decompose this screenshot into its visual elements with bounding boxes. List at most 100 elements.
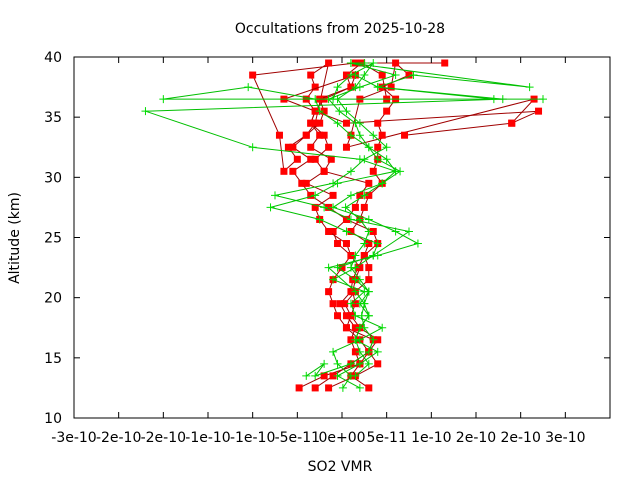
data-point bbox=[351, 119, 360, 128]
data-point bbox=[351, 203, 359, 211]
axis-layer: -3e-10 -2e-10 -2e-10 -1e-10 -1e-10 -5e-110e+0… bbox=[44, 50, 610, 446]
data-point bbox=[355, 83, 364, 92]
data-point bbox=[335, 107, 344, 116]
data-point bbox=[275, 131, 283, 139]
data-point bbox=[355, 347, 364, 356]
data-point bbox=[382, 143, 391, 152]
data-point bbox=[320, 359, 329, 368]
data-point bbox=[364, 143, 373, 152]
data-point bbox=[346, 167, 355, 176]
data-point bbox=[391, 167, 400, 176]
x-tick-label: -5e-11 bbox=[275, 430, 320, 446]
data-point bbox=[271, 191, 279, 200]
data-point bbox=[316, 131, 324, 139]
data-point bbox=[327, 155, 335, 163]
data-point bbox=[295, 384, 303, 392]
data-point bbox=[307, 155, 315, 163]
data-point bbox=[392, 59, 400, 67]
x-tick-label: 3e-10 bbox=[545, 430, 585, 446]
data-point bbox=[351, 324, 359, 332]
data-point bbox=[373, 83, 382, 92]
data-point bbox=[329, 300, 337, 308]
data-point bbox=[374, 143, 382, 151]
data-point bbox=[441, 59, 449, 67]
data-point bbox=[364, 287, 373, 296]
data-point bbox=[360, 239, 369, 248]
data-point bbox=[360, 155, 369, 164]
data-point bbox=[378, 179, 387, 188]
x-tick-label: -2e-10 bbox=[96, 430, 141, 446]
data-point bbox=[311, 95, 320, 104]
data-point bbox=[346, 191, 355, 200]
data-point bbox=[342, 71, 350, 79]
data-point bbox=[329, 227, 337, 235]
data-point bbox=[346, 59, 355, 68]
data-point bbox=[311, 83, 319, 91]
data-point bbox=[365, 384, 373, 392]
data-point bbox=[374, 360, 382, 368]
data-point bbox=[329, 191, 337, 199]
data-point bbox=[346, 71, 355, 80]
data-point bbox=[325, 227, 333, 235]
data-point bbox=[369, 59, 378, 68]
data-point bbox=[373, 239, 382, 248]
data-point bbox=[320, 107, 328, 115]
data-point bbox=[369, 251, 378, 260]
data-point bbox=[311, 155, 319, 163]
data-point bbox=[369, 167, 377, 175]
data-point bbox=[311, 191, 320, 200]
data-point bbox=[329, 179, 338, 188]
data-point bbox=[307, 71, 315, 79]
data-point bbox=[364, 311, 373, 320]
data-point bbox=[141, 107, 150, 116]
data-point bbox=[355, 323, 364, 332]
chart-title: Occultations from 2025-10-28 bbox=[235, 21, 445, 37]
data-point bbox=[346, 131, 355, 140]
data-point bbox=[342, 215, 350, 223]
data-point bbox=[525, 83, 534, 92]
data-point bbox=[329, 275, 338, 284]
data-point bbox=[391, 71, 400, 80]
data-point bbox=[539, 95, 547, 104]
x-tick-label: 2e-10 bbox=[500, 430, 540, 446]
x-tick-label: -1e-10 bbox=[230, 430, 275, 446]
data-point bbox=[365, 191, 373, 199]
data-point bbox=[535, 107, 543, 115]
data-point bbox=[373, 347, 382, 356]
data-point bbox=[342, 143, 350, 151]
x-tick-label: 1e-10 bbox=[411, 430, 451, 446]
x-tick-label: -3e-10 bbox=[51, 430, 96, 446]
data-point bbox=[324, 263, 333, 272]
data-point bbox=[351, 335, 360, 344]
data-point bbox=[365, 179, 373, 187]
data-point bbox=[508, 119, 516, 127]
data-point bbox=[320, 131, 328, 139]
y-tick-label: 15 bbox=[44, 351, 62, 367]
data-point bbox=[346, 299, 355, 308]
data-point bbox=[249, 71, 257, 79]
data-point bbox=[315, 215, 324, 224]
data-point bbox=[364, 359, 373, 368]
data-point bbox=[355, 131, 364, 140]
x-tick-label: 2e-10 bbox=[456, 430, 496, 446]
data-point bbox=[329, 372, 337, 380]
data-point bbox=[302, 371, 311, 380]
data-point bbox=[351, 311, 360, 320]
data-point bbox=[413, 239, 422, 248]
data-point bbox=[325, 143, 333, 151]
data-point bbox=[302, 131, 310, 139]
data-point bbox=[346, 263, 355, 272]
data-point bbox=[320, 372, 328, 380]
series-line bbox=[274, 62, 411, 389]
x-axis-label: SO2 VMR bbox=[308, 459, 373, 475]
data-point bbox=[360, 71, 369, 80]
series-layer bbox=[141, 59, 547, 392]
x-tick-label: -1e-10 bbox=[185, 430, 230, 446]
data-point bbox=[324, 95, 333, 104]
data-point bbox=[338, 383, 347, 392]
data-point bbox=[401, 131, 409, 139]
data-point bbox=[336, 300, 344, 308]
data-point bbox=[311, 119, 319, 127]
data-point bbox=[293, 155, 301, 163]
data-point bbox=[333, 83, 342, 92]
